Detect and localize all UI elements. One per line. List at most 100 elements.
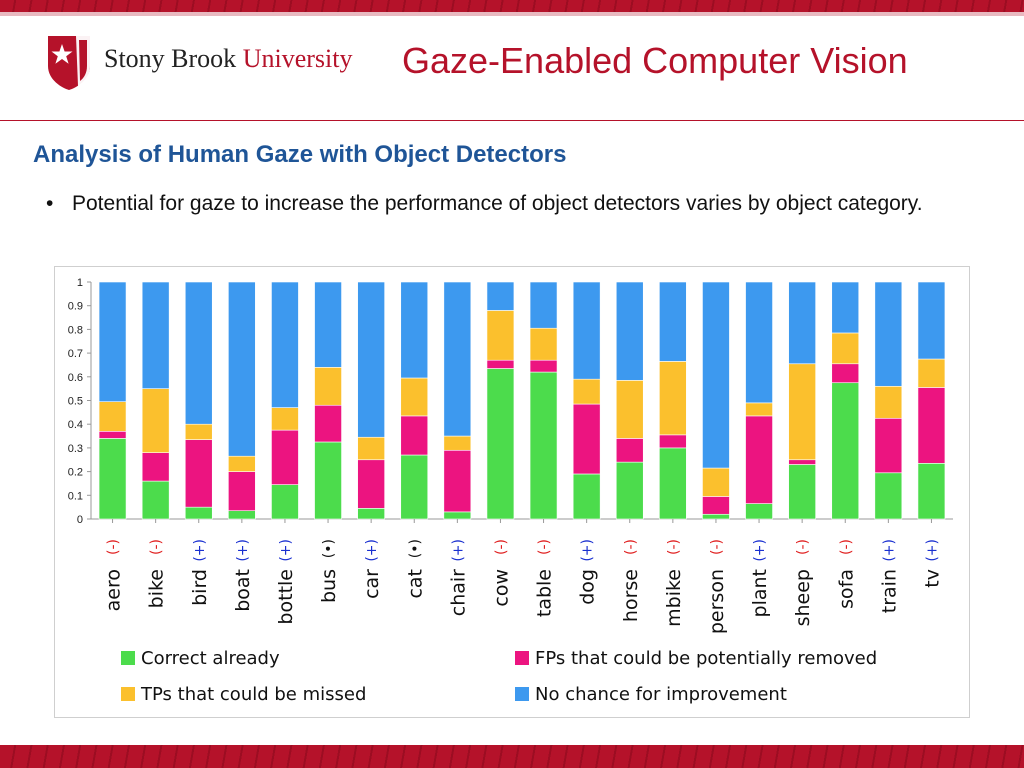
bar-segment-no-chance — [831, 281, 860, 334]
bar-segment-no-chance — [788, 281, 816, 365]
bar-segment-tp — [271, 407, 299, 431]
bar-segment-tp — [228, 455, 256, 472]
category-marker: (+) — [364, 539, 380, 562]
category-label: aero — [103, 569, 125, 611]
legend-label: Correct already — [141, 648, 280, 669]
bar-segment-fp — [874, 417, 903, 474]
y-tick-label: 0.2 — [68, 467, 83, 479]
y-tick-label: 0.5 — [68, 396, 83, 408]
bar-segment-tp — [874, 385, 903, 419]
bar-segment-no-chance — [141, 281, 170, 389]
category-label: cow — [490, 569, 512, 607]
bar-segment-tp — [831, 332, 860, 365]
bar-segment-fp — [572, 403, 601, 475]
bar-segment-tp — [702, 467, 730, 497]
bar-segment-fp — [788, 459, 816, 465]
category-label: sheep — [792, 569, 814, 626]
bar-segment-fp — [529, 359, 558, 373]
legend-label: No chance for improvement — [535, 684, 787, 705]
bar-segment-fp — [357, 459, 385, 509]
category-marker: (+) — [924, 539, 940, 562]
bar-segment-no-chance — [314, 281, 342, 368]
legend-label: FPs that could be potentially removed — [535, 648, 877, 669]
category-label: bird — [189, 569, 211, 606]
category-marker: (-) — [666, 539, 682, 555]
bar-segment-fp — [228, 471, 256, 512]
category-label: boat — [232, 569, 254, 612]
section-heading: Analysis of Human Gaze with Object Detec… — [33, 141, 567, 168]
bar-segment-no-chance — [917, 281, 946, 360]
category-label: sofa — [835, 569, 857, 609]
bar-segment-tp — [788, 363, 816, 461]
bar-segment-no-chance — [572, 281, 601, 380]
legend-swatch — [121, 651, 135, 665]
bar-segment-correct — [443, 511, 472, 520]
bar-segment-correct — [98, 438, 127, 520]
bar-segment-correct — [745, 503, 773, 520]
category-marker: (•) — [407, 539, 423, 558]
bar-segment-fp — [831, 363, 860, 384]
bar-segment-correct — [917, 463, 946, 520]
bar-segment-tp — [659, 361, 687, 436]
category-marker: (-) — [795, 539, 811, 555]
shield-logo-icon — [48, 36, 90, 90]
bar-segment-fp — [917, 387, 946, 464]
bar-segment-correct — [529, 371, 558, 520]
university-logo: Stony Brook University — [46, 32, 376, 92]
y-tick-label: 0.7 — [68, 348, 83, 360]
y-tick-label: 1 — [77, 277, 83, 289]
chart-container: 0 0.1 0.2 0.3 0.4 0.5 0.6 0.7 0.8 0.9 1 (-) aero (-) b… — [54, 266, 970, 718]
category-marker: (-) — [106, 539, 122, 555]
bar-segment-fp — [98, 431, 127, 439]
bar-segment-fp — [615, 438, 644, 463]
bar-segment-fp — [400, 415, 429, 456]
bar-segment-no-chance — [443, 281, 472, 437]
bullet-point: • Potential for gaze to increase the per… — [46, 189, 946, 219]
category-label: horse — [620, 569, 642, 622]
category-marker: (-) — [623, 539, 639, 555]
slide-title: Gaze-Enabled Computer Vision — [402, 40, 908, 81]
stacked-bar-chart: 0 0.1 0.2 0.3 0.4 0.5 0.6 0.7 0.8 0.9 1 (-) aero (-) b… — [68, 277, 953, 705]
bar-segment-fp — [271, 429, 299, 485]
bar-segment-fp — [314, 404, 342, 443]
bottom-decorative-bar — [0, 745, 1024, 768]
legend-swatch — [515, 651, 529, 665]
bar-segment-no-chance — [228, 281, 256, 457]
category-marker: (+) — [235, 539, 251, 562]
bar-segment-correct — [702, 513, 730, 520]
bar-segment-fp — [184, 439, 213, 508]
bar-segment-tp — [615, 380, 644, 439]
bar-segment-tp — [357, 436, 385, 461]
bar-segment-no-chance — [400, 281, 429, 379]
y-tick-label: 0.8 — [68, 324, 83, 336]
bar-segment-correct — [184, 506, 213, 520]
bar-segment-correct — [874, 472, 903, 520]
bar-segment-tp — [314, 367, 342, 406]
top-decorative-bar — [0, 0, 1024, 16]
legend-label: TPs that could be missed — [140, 684, 366, 705]
category-marker: (+) — [580, 539, 596, 562]
y-tick-label: 0.6 — [68, 372, 83, 384]
category-label: car — [361, 569, 383, 599]
logo-name: Stony Brook — [104, 44, 237, 73]
bar-segment-fp — [486, 359, 515, 369]
bar-segment-no-chance — [659, 281, 687, 362]
legend-swatch — [515, 687, 529, 701]
category-label: bottle — [275, 569, 297, 625]
category-marker: (+) — [192, 539, 208, 562]
category-label: bus — [318, 569, 340, 603]
category-label: person — [706, 569, 728, 634]
y-tick-label: 0.4 — [68, 419, 83, 431]
category-marker: (+) — [752, 539, 768, 562]
category-marker: (-) — [709, 539, 725, 555]
y-tick-label: 0.1 — [68, 490, 83, 502]
bar-segment-no-chance — [184, 281, 213, 425]
bar-segment-correct — [831, 382, 860, 520]
category-marker: (+) — [881, 539, 897, 562]
bar-segment-tp — [745, 402, 773, 417]
bar-segment-correct — [271, 484, 299, 520]
bar-segment-no-chance — [357, 281, 385, 438]
bar-segment-tp — [400, 377, 429, 417]
bar-segment-no-chance — [98, 281, 127, 402]
bar-segment-tp — [486, 310, 515, 361]
